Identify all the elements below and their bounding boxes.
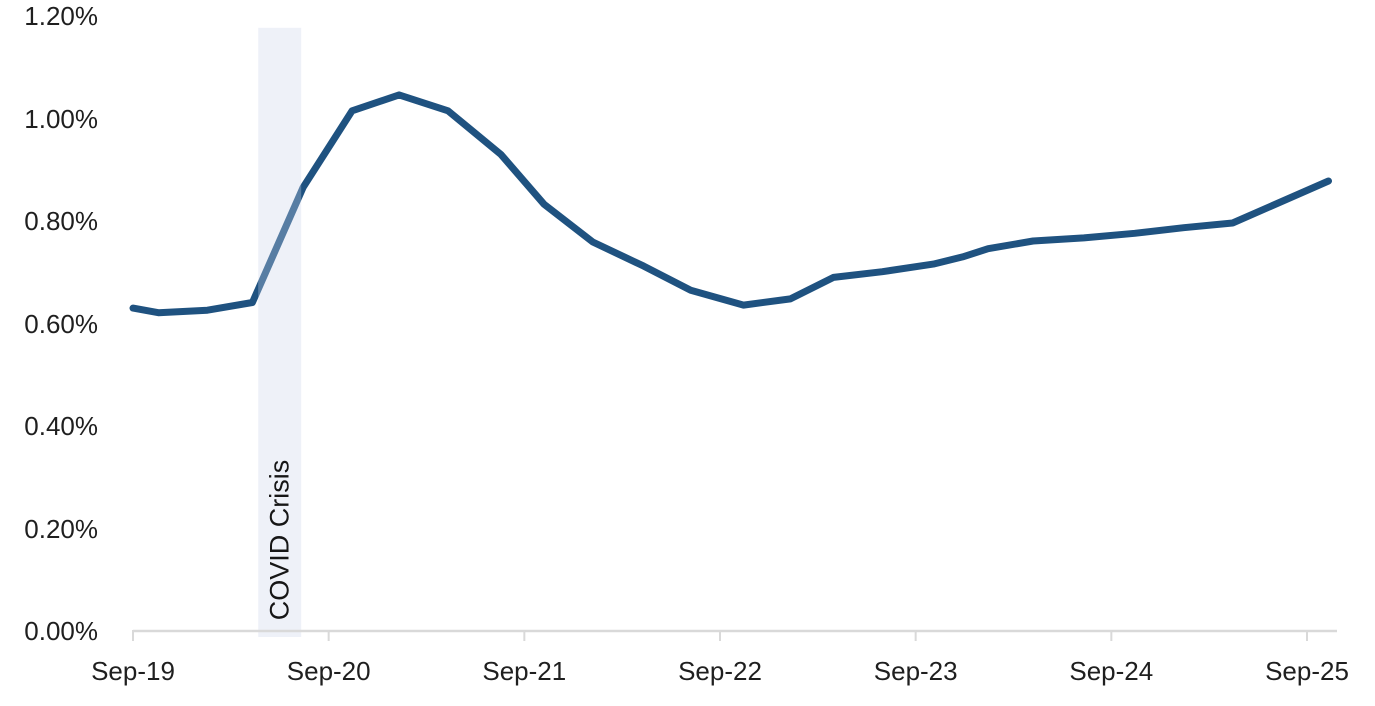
y-axis-tick-label: 1.00% [24, 103, 98, 134]
y-axis-tick-label: 0.40% [24, 411, 98, 441]
x-axis-tick-label: Sep-25 [1265, 656, 1349, 686]
covid-crisis-annotation-label: COVID Crisis [264, 459, 295, 621]
x-axis-tick-label: Sep-22 [678, 656, 762, 686]
covid-band [258, 27, 302, 638]
y-axis-tick-label: 1.20% [24, 1, 98, 31]
x-axis-tick-label: Sep-21 [482, 656, 567, 686]
y-axis-tick-label: 0.20% [24, 513, 98, 544]
y-axis-tick-label: 0.00% [24, 616, 98, 646]
x-axis-ticks [132, 630, 1309, 641]
y-axis-tick-label: 0.60% [24, 308, 98, 339]
x-axis-tick-label: Sep-20 [286, 656, 371, 686]
y-axis-tick-label: 0.80% [24, 206, 98, 236]
data-series-line [129, 91, 1332, 317]
x-axis-tick-label: Sep-23 [873, 656, 958, 686]
x-axis-tick-label: Sep-19 [91, 656, 175, 686]
x-axis-tick-label: Sep-24 [1069, 656, 1154, 686]
